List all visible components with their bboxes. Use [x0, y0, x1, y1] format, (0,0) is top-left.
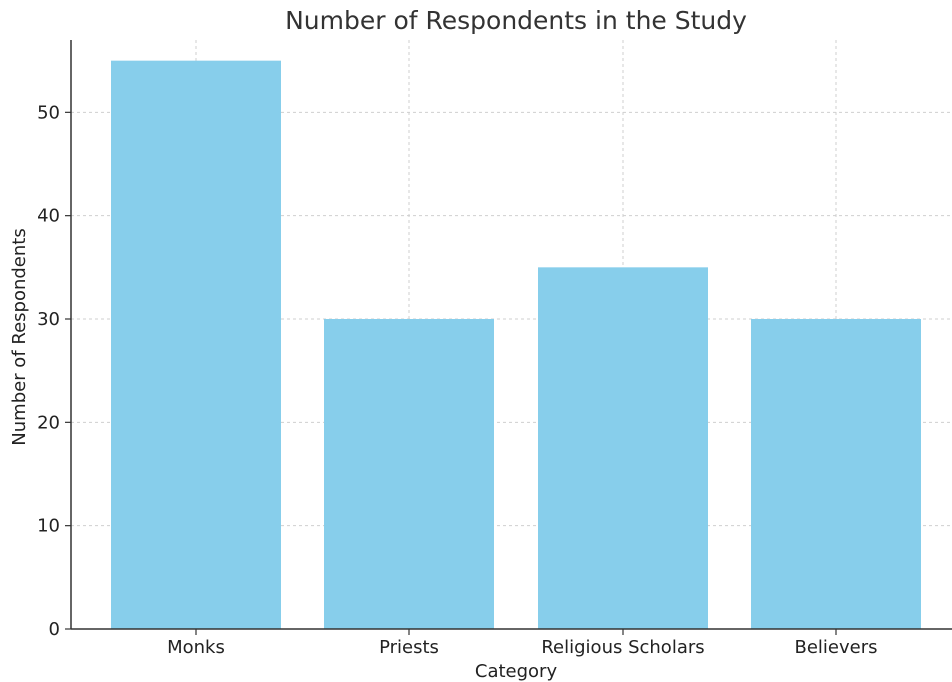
x-axis-label: Category: [475, 661, 558, 682]
bar-believers: [751, 319, 921, 629]
x-tick-label: Monks: [167, 637, 225, 658]
bar-monks: [111, 61, 281, 629]
y-tick-label: 40: [37, 206, 60, 227]
bar-religious-scholars: [538, 267, 708, 629]
y-axis-label: Number of Respondents: [9, 228, 30, 445]
y-tick-label: 50: [37, 102, 60, 123]
bars: [111, 61, 921, 629]
y-tick-label: 20: [37, 412, 60, 433]
y-tick-label: 30: [37, 309, 60, 330]
x-tick-label: Religious Scholars: [541, 637, 704, 658]
y-tick-label: 0: [49, 619, 60, 640]
bar-priests: [324, 319, 494, 629]
x-tick-label: Believers: [794, 637, 877, 658]
chart-title: Number of Respondents in the Study: [285, 6, 747, 35]
x-tick-label: Priests: [379, 637, 439, 658]
y-tick-label: 10: [37, 516, 60, 537]
